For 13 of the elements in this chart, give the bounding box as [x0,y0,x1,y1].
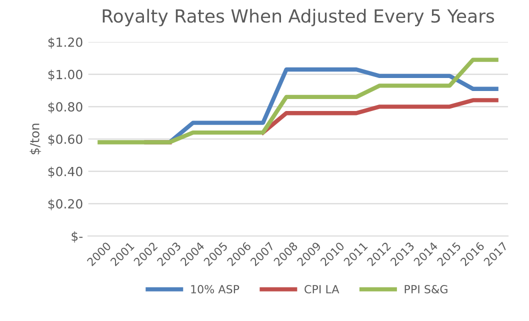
legend-label: 10% ASP [191,284,240,294]
y-axis-title: $/ton [30,124,42,154]
chart-title: Royalty Rates When Adjusted Every 5 Years [102,8,494,26]
y-tick-label: $0.20 [48,198,82,210]
y-tick-label: $0.60 [48,134,82,146]
y-tick-label: $1.00 [48,70,82,81]
y-tick-label: $1.20 [48,37,82,49]
y-tick-label: $- [72,231,83,243]
y-tick-label: $0.80 [48,102,82,114]
legend-label: CPI LA [304,284,340,294]
legend-label: PPI S&G [404,284,448,294]
y-tick-label: $0.40 [48,166,82,178]
line-series [98,58,498,144]
